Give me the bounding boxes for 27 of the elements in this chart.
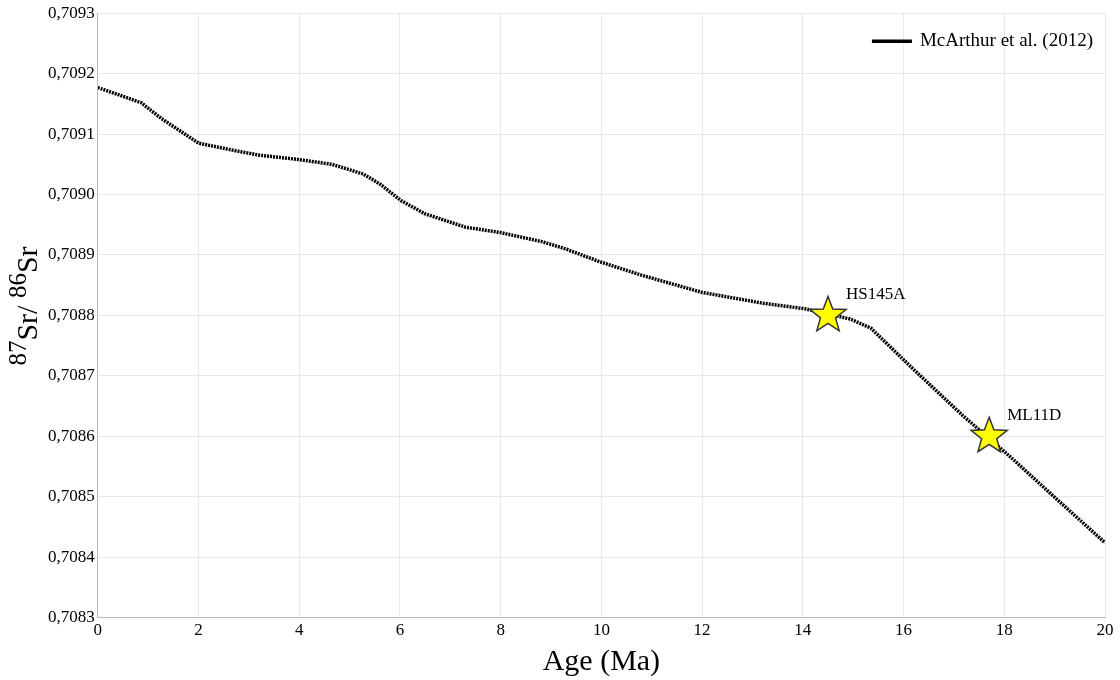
y-tick-label: 0,7091 bbox=[48, 123, 95, 143]
y-tick-label: 0,7092 bbox=[48, 63, 95, 83]
x-tick-label: 2 bbox=[194, 620, 203, 640]
y-tick-label: 0,7088 bbox=[48, 304, 95, 324]
x-tick-label: 16 bbox=[895, 620, 913, 640]
y-tick-label: 0,7083 bbox=[48, 607, 95, 627]
x-tick-label: 6 bbox=[395, 620, 405, 640]
x-tick-label: 18 bbox=[995, 620, 1013, 640]
x-axis-title: Age (Ma) bbox=[542, 642, 661, 677]
y-tick-label: 0,7085 bbox=[48, 486, 95, 506]
x-tick-label: 20 bbox=[1096, 620, 1114, 640]
y-tick-label: 0,7093 bbox=[48, 2, 95, 22]
y-tick-label: 0,7087 bbox=[48, 365, 96, 385]
y-tick-label: 0,7090 bbox=[48, 183, 95, 203]
legend-label: McArthur et al. (2012) bbox=[919, 29, 1093, 52]
x-tick-label: 12 bbox=[693, 620, 711, 640]
x-tick-label: 14 bbox=[794, 620, 812, 640]
series-label: HS145A bbox=[846, 284, 907, 304]
x-tick-label: 4 bbox=[294, 620, 304, 640]
x-tick-label: 8 bbox=[496, 620, 505, 640]
line-series bbox=[97, 85, 1105, 545]
y-tick-label: 0,7084 bbox=[48, 546, 96, 566]
y-tick-label: 0,7089 bbox=[48, 244, 95, 264]
y-tick-label: 0,7086 bbox=[48, 425, 95, 445]
x-tick-label: 10 bbox=[592, 620, 610, 640]
series-label: ML11D bbox=[1007, 405, 1062, 425]
x-tick-label: 0 bbox=[93, 620, 102, 640]
